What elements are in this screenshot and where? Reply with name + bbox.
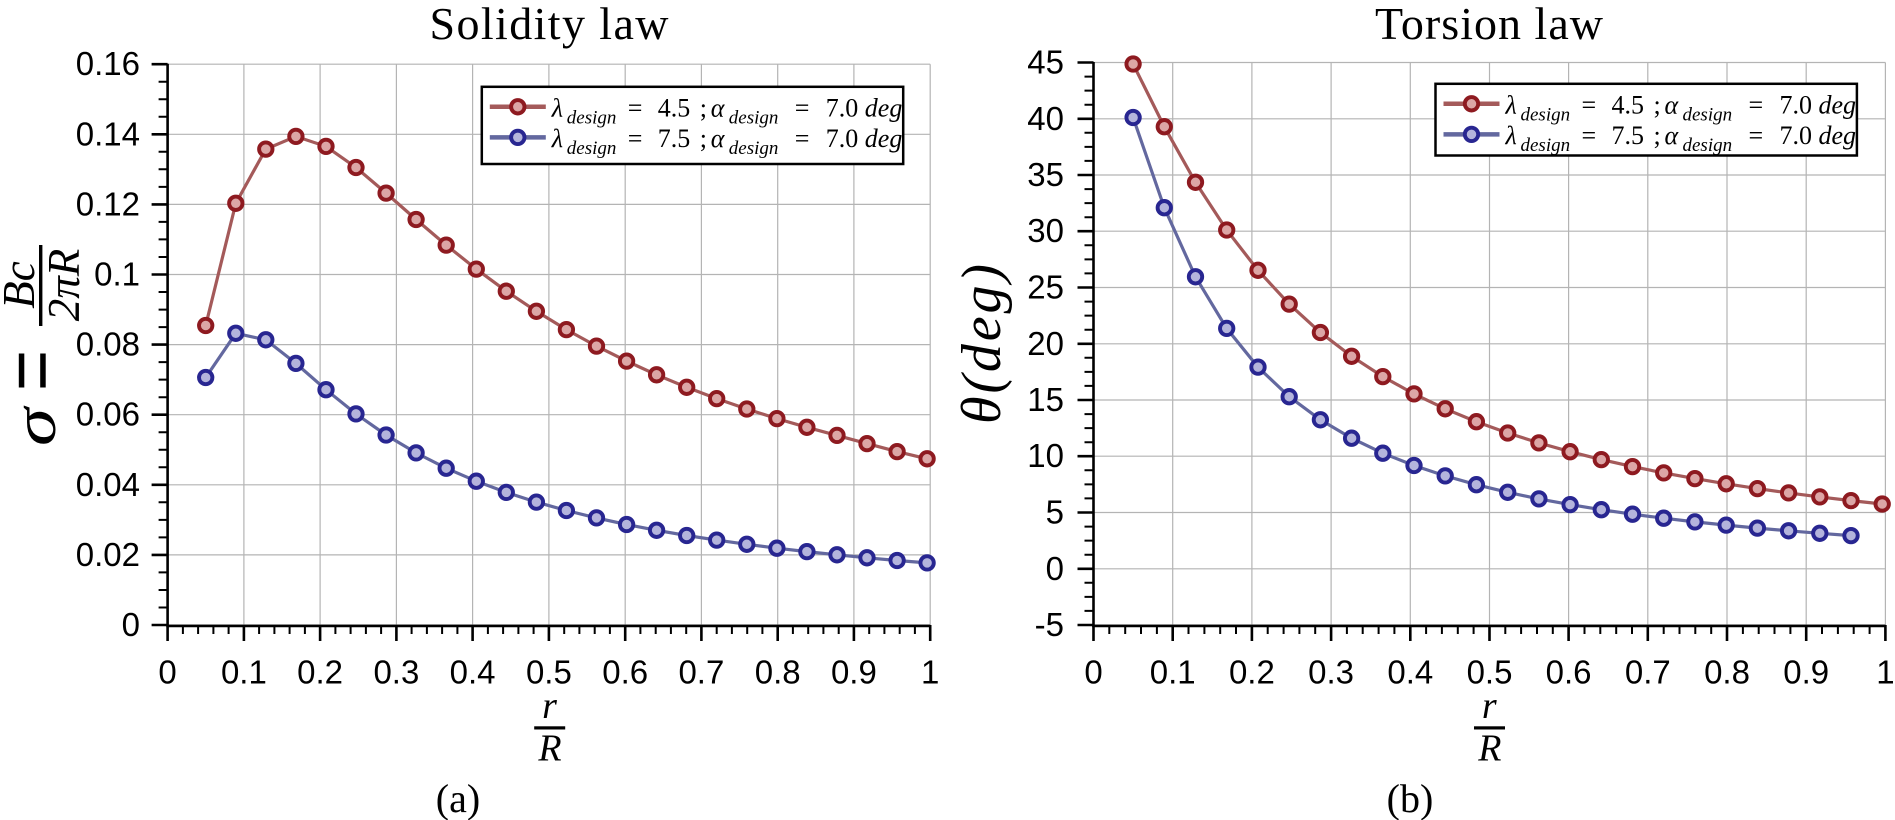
svg-text:deg: deg: [865, 93, 903, 122]
svg-text:0.6: 0.6: [1546, 654, 1592, 691]
svg-text:=: =: [1582, 121, 1597, 150]
svg-text:15: 15: [1027, 381, 1064, 418]
svg-text:-5: -5: [1035, 606, 1064, 643]
svg-text:design: design: [567, 138, 617, 159]
svg-text:r: r: [542, 685, 557, 727]
svg-text:α: α: [711, 124, 726, 153]
svg-text:design: design: [729, 107, 779, 128]
svg-text:0.4: 0.4: [450, 654, 496, 691]
svg-text:4.5: 4.5: [1612, 90, 1645, 119]
svg-text:0.9: 0.9: [1783, 654, 1829, 691]
svg-text:=: =: [628, 93, 643, 122]
svg-text:;: ;: [1654, 121, 1661, 150]
svg-text:design: design: [1521, 135, 1571, 156]
svg-text:1: 1: [921, 654, 939, 691]
svg-text:0.1: 0.1: [94, 256, 140, 293]
svg-text:0.7: 0.7: [1625, 654, 1671, 691]
svg-text:0.4: 0.4: [1387, 654, 1433, 691]
svg-text:0.7: 0.7: [678, 654, 724, 691]
svg-text:7.5: 7.5: [658, 124, 691, 153]
svg-text:10: 10: [1027, 437, 1064, 474]
svg-text:λ: λ: [551, 93, 563, 122]
svg-text:35: 35: [1027, 156, 1064, 193]
svg-text:7.0: 7.0: [826, 124, 859, 153]
svg-text:0.12: 0.12: [76, 185, 140, 222]
svg-text:λ: λ: [1505, 90, 1517, 119]
svg-text:deg: deg: [1819, 121, 1857, 150]
svg-text:r: r: [1482, 685, 1497, 727]
svg-text:=: =: [1582, 90, 1597, 119]
svg-text:0.8: 0.8: [755, 654, 801, 691]
svg-text:0: 0: [1084, 654, 1102, 691]
svg-text:0.5: 0.5: [1467, 654, 1513, 691]
svg-text:0.08: 0.08: [76, 326, 140, 363]
svg-text:;: ;: [700, 93, 707, 122]
svg-text:7.0: 7.0: [1780, 90, 1813, 119]
svg-text:α: α: [1665, 121, 1680, 150]
svg-text:σ: σ: [2, 405, 68, 446]
svg-text:7.0: 7.0: [826, 93, 859, 122]
svg-text:;: ;: [700, 124, 707, 153]
svg-text:deg: deg: [1819, 90, 1857, 119]
svg-text:0: 0: [158, 654, 176, 691]
svg-text:0.8: 0.8: [1704, 654, 1750, 691]
svg-text:0.5: 0.5: [526, 654, 572, 691]
svg-text:0: 0: [1046, 550, 1064, 587]
svg-text:1: 1: [1876, 654, 1894, 691]
svg-text:Bc: Bc: [0, 261, 44, 308]
svg-text:0.14: 0.14: [76, 115, 140, 152]
svg-text:=: =: [795, 124, 810, 153]
svg-text:5: 5: [1046, 494, 1064, 531]
svg-text:0: 0: [122, 606, 140, 643]
svg-text:30: 30: [1027, 212, 1064, 249]
svg-text:45: 45: [1027, 44, 1064, 81]
svg-text:0.9: 0.9: [831, 654, 877, 691]
svg-text:design: design: [1683, 104, 1733, 125]
svg-text:0.1: 0.1: [221, 654, 267, 691]
svg-text:=: =: [1749, 90, 1764, 119]
svg-text:=: =: [795, 93, 810, 122]
svg-text:design: design: [729, 138, 779, 159]
svg-text:7.0: 7.0: [1780, 121, 1813, 150]
svg-text:0.02: 0.02: [76, 536, 140, 573]
svg-text:0.3: 0.3: [373, 654, 419, 691]
svg-text:7.5: 7.5: [1612, 121, 1645, 150]
svg-text:0.1: 0.1: [1150, 654, 1196, 691]
svg-text:0.16: 0.16: [76, 45, 140, 82]
svg-text:;: ;: [1654, 90, 1661, 119]
svg-text:0.04: 0.04: [76, 466, 140, 503]
svg-text:Torsion law: Torsion law: [1375, 0, 1604, 49]
svg-text:20: 20: [1027, 325, 1064, 362]
svg-text:design: design: [1521, 104, 1571, 125]
svg-text:(a): (a): [436, 776, 480, 820]
svg-text:design: design: [567, 107, 617, 128]
svg-text:0.06: 0.06: [76, 396, 140, 433]
svg-text:4.5: 4.5: [658, 93, 691, 122]
svg-text:design: design: [1683, 135, 1733, 156]
svg-text:0.2: 0.2: [297, 654, 343, 691]
svg-text:40: 40: [1027, 100, 1064, 137]
svg-text:0.2: 0.2: [1229, 654, 1275, 691]
svg-text:=: =: [628, 124, 643, 153]
svg-text:(b): (b): [1387, 776, 1434, 820]
svg-text:0.3: 0.3: [1308, 654, 1354, 691]
svg-text:Solidity law: Solidity law: [430, 0, 670, 49]
svg-text:25: 25: [1027, 269, 1064, 306]
svg-text:R: R: [537, 728, 561, 770]
svg-text:α: α: [1665, 90, 1680, 119]
svg-text:2πR: 2πR: [39, 249, 89, 322]
svg-text:λ: λ: [1505, 121, 1517, 150]
svg-text:λ: λ: [551, 124, 563, 153]
svg-text:α: α: [711, 93, 726, 122]
svg-text:deg: deg: [865, 124, 903, 153]
svg-text:0.6: 0.6: [602, 654, 648, 691]
svg-text:=: =: [1749, 121, 1764, 150]
svg-text:R: R: [1477, 728, 1501, 770]
